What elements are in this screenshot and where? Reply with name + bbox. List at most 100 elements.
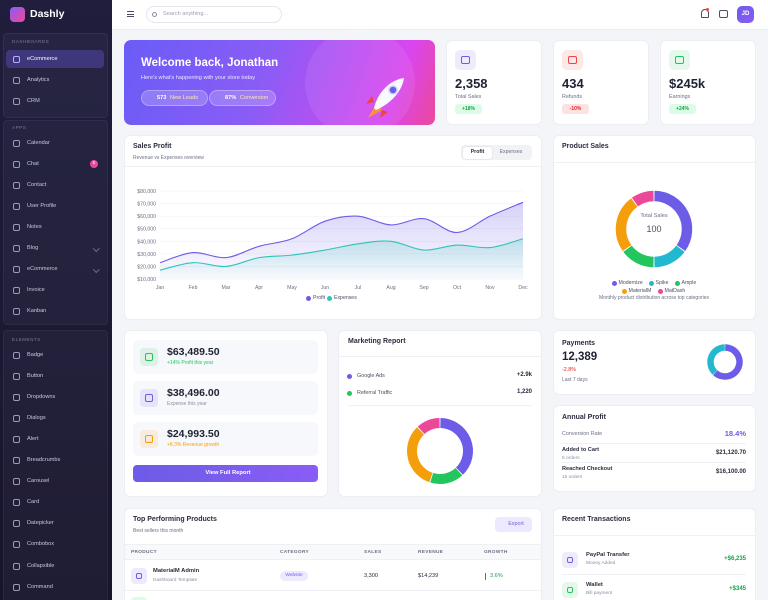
legend-swatch [649,280,654,286]
report-button[interactable] [133,465,318,482]
menu-item[interactable]: Card [27,499,40,506]
menu-item[interactable]: CRM [27,97,40,104]
summary-row [133,422,318,456]
donut-segment [654,245,685,268]
pill-value: 87% [225,94,237,101]
export-label[interactable]: Export [508,521,524,528]
avatar[interactable] [737,6,754,23]
toggle-active[interactable] [463,146,492,159]
menu-icon [13,55,20,63]
export-button[interactable] [495,517,532,532]
menu-item[interactable]: Analytics [27,76,50,83]
menu-item[interactable]: eCommerce [27,55,58,62]
search[interactable] [146,6,282,23]
annual-profit-card [553,405,756,492]
x-tick-label: Feb [189,285,198,291]
stat-label: Earnings [669,93,691,100]
sidebar-section [3,330,108,600]
menu-item[interactable]: Alert [27,435,39,442]
card-subtitle: Best sellers this month [133,527,184,534]
menu-item[interactable]: Contact [27,181,47,188]
x-tick-label: Aug [386,285,395,291]
rocket [366,78,404,118]
stat-label: Refunds [562,93,583,100]
marketing-card [338,330,542,497]
card-title: Product Sales [562,142,609,150]
toggle-option[interactable]: Profit [470,149,485,156]
summary-value: $24,993.50 [167,428,220,441]
menu-icon [13,562,20,570]
menu-item[interactable]: Collapsible [27,562,55,569]
menu-icon [13,266,20,274]
x-tick-label: Jul [355,285,362,291]
sales-chart: $10,000 $20,000 $30,000 $40,000 $50,000 $60,0… [137,189,528,291]
menu-toggle[interactable] [127,11,134,12]
product-icon [131,568,147,584]
x-tick-label: Jan [156,285,164,291]
section-title: ELEMENTS [12,337,41,343]
menu-toggle[interactable] [127,16,134,18]
menu-item[interactable]: Invoice [27,287,45,294]
menu-icon [13,372,20,380]
menu-toggle[interactable] [127,13,134,15]
toggle-option[interactable]: Expenses [499,149,523,156]
menu-item[interactable]: Dropdowns [27,393,56,400]
menu-item[interactable]: Chat [27,160,39,167]
menu-item[interactable]: Breadcrumbs [27,457,61,464]
marketing-value: +2.9k [516,372,532,379]
menu-icon [13,223,20,231]
growth-arrow [485,572,488,580]
transaction-amount: +$6,235 [724,556,746,563]
menu-item[interactable]: Button [27,372,44,379]
menu-item[interactable]: Notes [27,223,42,230]
pill-label: New Leads [170,94,198,101]
rocket-window [388,85,398,95]
menu-item[interactable]: Command [27,583,53,590]
summary-row [133,381,318,415]
menu-item[interactable]: Carousel [27,478,50,485]
menu-item[interactable]: eCommerce [27,266,58,273]
legend-swatch [675,280,680,286]
badge-count: 5 [92,161,96,167]
line [159,201,524,264]
legend-swatch [347,373,352,379]
messages[interactable] [719,9,728,18]
legend-swatch [347,390,352,396]
legend-label: Expenses [334,294,357,301]
menu-item[interactable]: Calendar [27,139,50,146]
transaction-sub: Bill payment [586,591,613,597]
menu-item[interactable]: User Profile [27,202,57,209]
summary-icon [140,389,158,407]
legend-label: MaterialM [628,287,652,294]
section-title: DASHBOARDS [12,39,50,45]
y-tick-label: $80,000 [137,189,156,195]
marketing-label: Google Ads [357,372,385,379]
product-category: Website [285,573,303,579]
button-label[interactable]: View Full Report [205,469,251,476]
column-header: SALES [364,549,382,555]
transaction-icon [562,552,578,568]
product-sub: Dashboard Template [153,578,198,584]
transactions-card [553,508,756,600]
donut-segment [623,245,654,268]
menu-item[interactable]: Badge [27,351,44,358]
menu-item[interactable]: Dialogs [27,414,46,421]
menu-item[interactable]: Combobox [27,541,55,548]
stat-value: $245k [669,75,706,91]
payments-donut [707,344,743,380]
divider [553,162,756,163]
menu-item[interactable]: Datepicker [27,520,54,527]
menu-item[interactable]: Blog [27,245,39,252]
product-sales: 3,300 [364,572,378,579]
transaction-sub: Money Added [586,561,616,567]
row-label: Added to Cart [562,446,599,453]
x-tick-label: Mar [222,285,231,291]
summary-note: Expense this year [167,400,207,407]
payments-value: 12,389 [562,350,598,363]
marketing-donut [407,418,473,484]
notification[interactable] [701,9,709,18]
menu-item[interactable]: Kanban [27,308,47,315]
legend-swatch [306,295,311,301]
stat-change: +18% [462,105,475,112]
